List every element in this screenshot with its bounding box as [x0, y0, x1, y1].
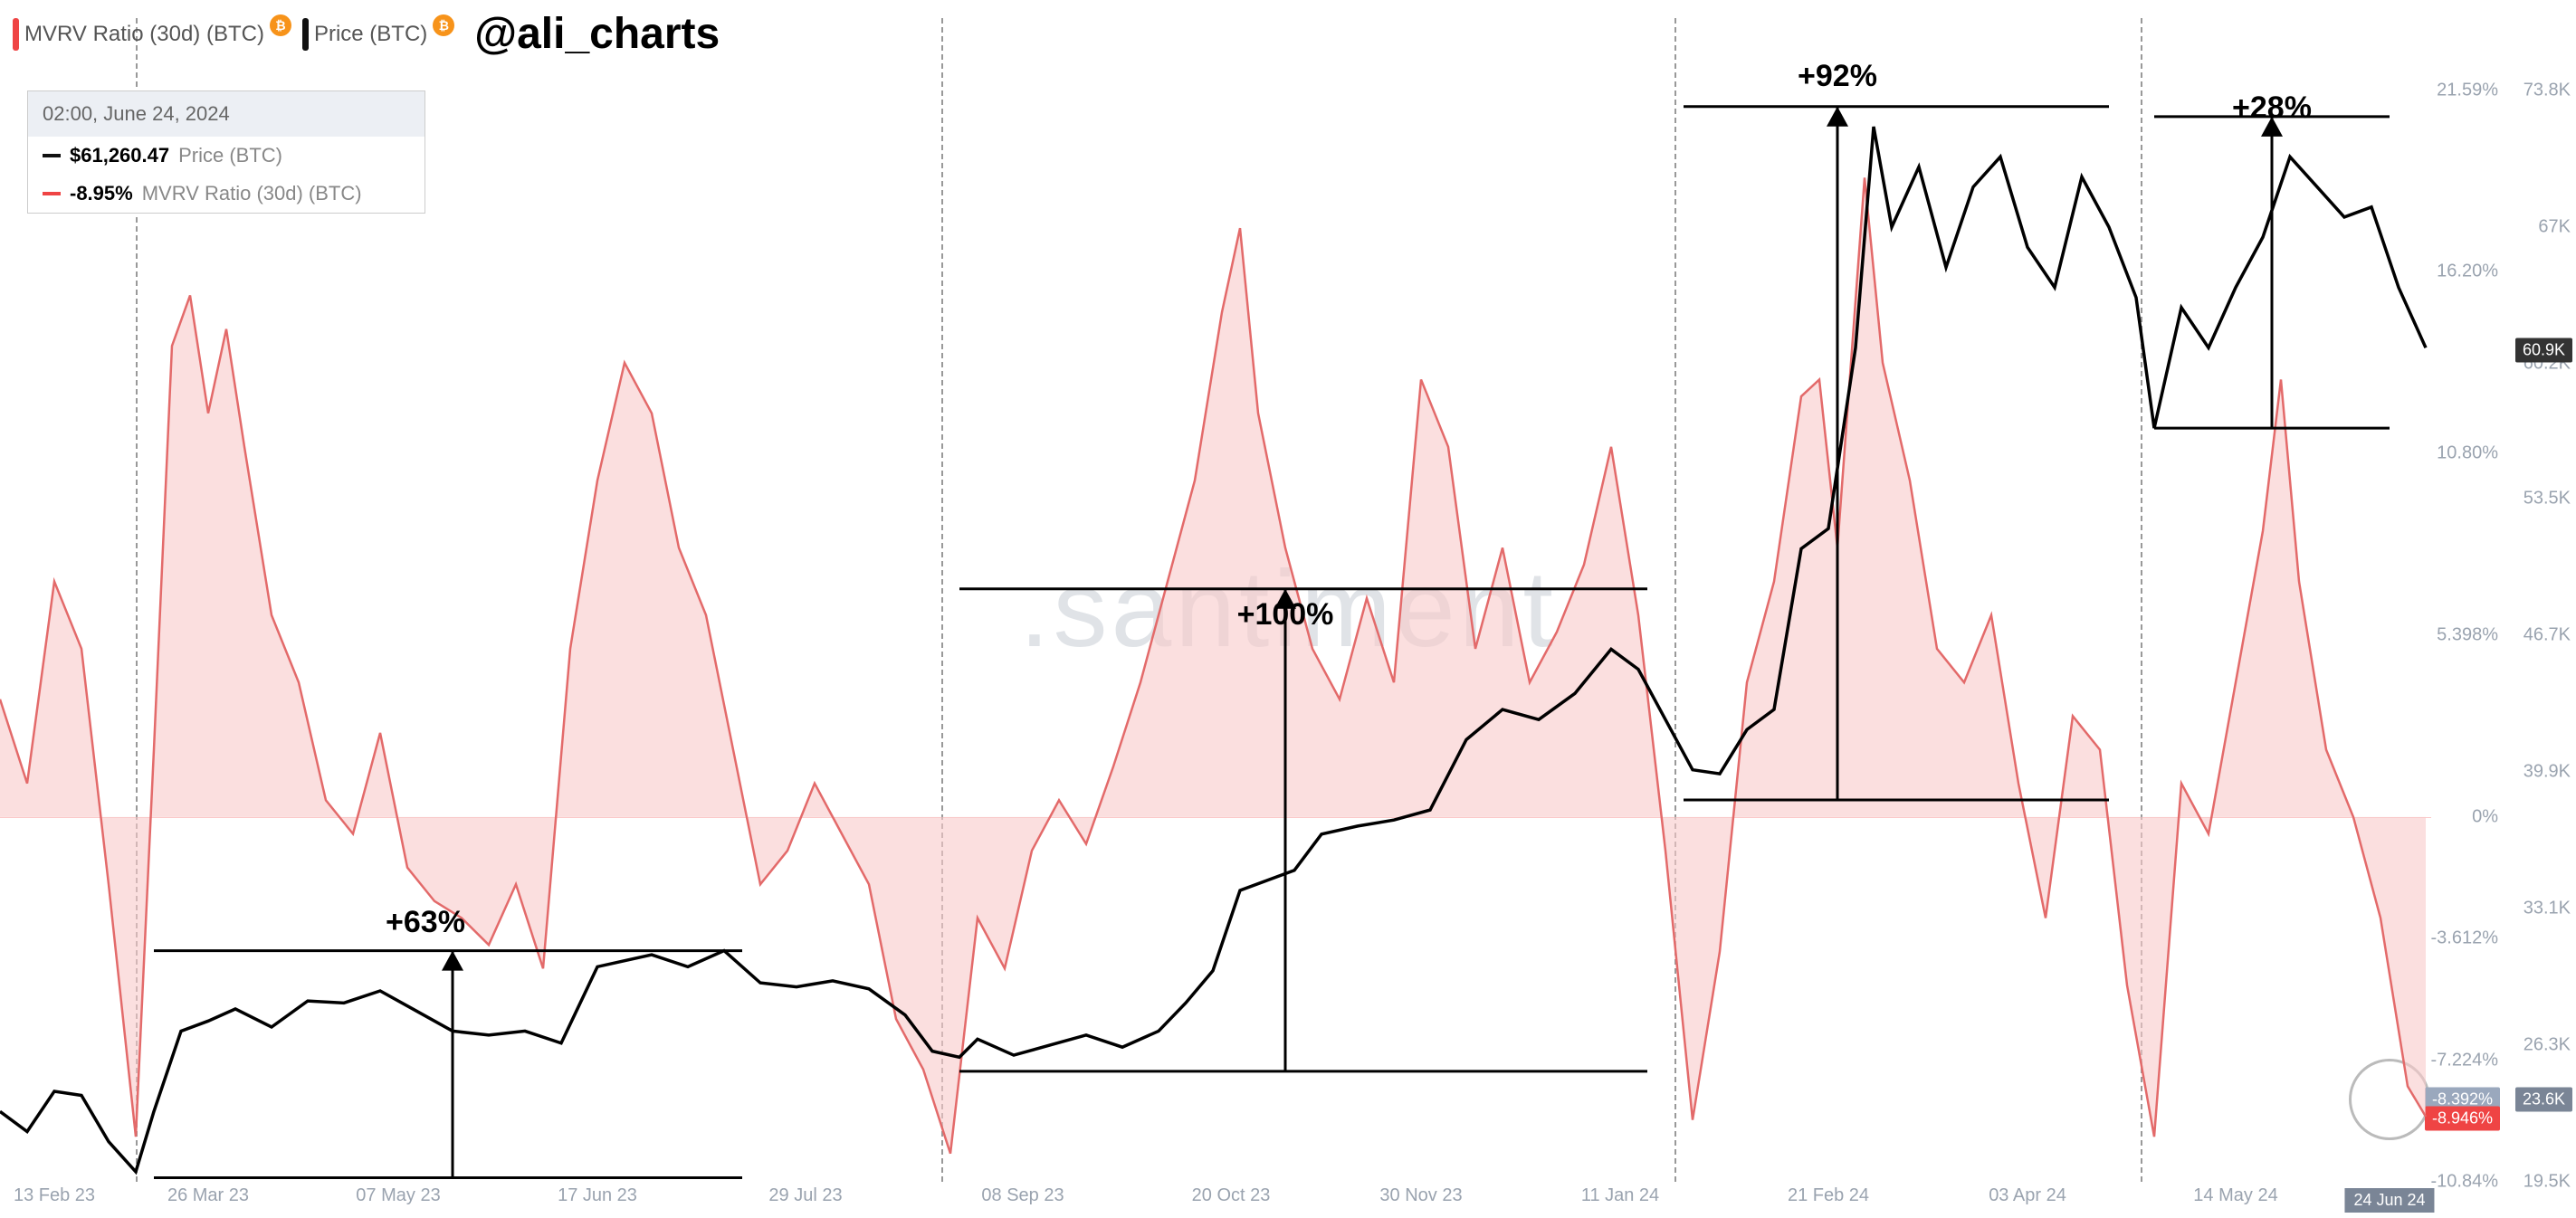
swatch: [43, 154, 61, 157]
legend-swatch: [13, 18, 19, 51]
legend-label: MVRV Ratio (30d) (BTC): [24, 22, 264, 47]
btc-icon: ₿: [433, 14, 454, 36]
tooltip-value: $61,260.47: [70, 144, 169, 167]
btc-icon: ₿: [270, 14, 291, 36]
legend-swatch: [302, 18, 309, 51]
gain-annotation: +92%: [1798, 59, 1877, 94]
tooltip-value: -8.95%: [70, 182, 133, 205]
author-handle: @ali_charts: [474, 9, 720, 59]
tooltip-label: MVRV Ratio (30d) (BTC): [142, 182, 362, 205]
legend-item-mvrv[interactable]: MVRV Ratio (30d) (BTC) ₿: [13, 18, 291, 51]
gain-annotation: +28%: [2232, 90, 2312, 126]
gain-annotation: +63%: [386, 905, 465, 940]
tooltip-label: Price (BTC): [178, 144, 282, 167]
tooltip-row-mvrv: -8.95% MVRV Ratio (30d) (BTC): [28, 175, 425, 213]
swatch: [43, 192, 61, 195]
legend-label: Price (BTC): [314, 22, 427, 47]
chart-header: MVRV Ratio (30d) (BTC) ₿ Price (BTC) ₿ @…: [13, 9, 720, 59]
gain-annotation: +100%: [1237, 597, 1334, 633]
tooltip-row-price: $61,260.47 Price (BTC): [28, 137, 425, 175]
crosshair-tooltip: 02:00, June 24, 2024 $61,260.47 Price (B…: [27, 90, 425, 214]
tooltip-timestamp: 02:00, June 24, 2024: [28, 91, 425, 137]
legend-item-price[interactable]: Price (BTC) ₿: [302, 18, 454, 51]
x-cursor-badge: 24 Jun 24: [2344, 1188, 2434, 1213]
